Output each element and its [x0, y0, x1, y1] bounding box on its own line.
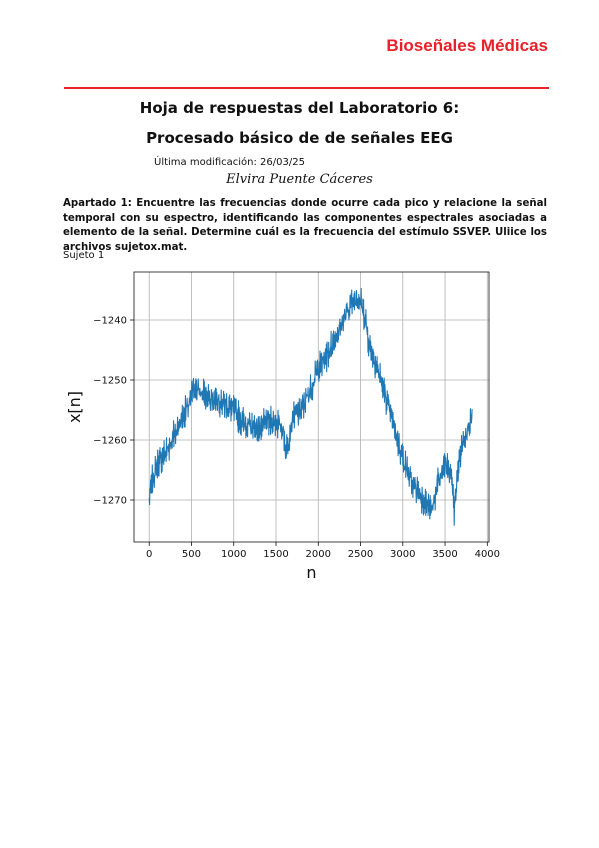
question-text: Apartado 1: Encuentre las frecuencias do…	[63, 198, 547, 253]
x-tick-label: 3000	[390, 549, 415, 560]
chart-plot-area	[148, 287, 473, 526]
signal-line	[148, 287, 473, 526]
y-tick-label: −1250	[93, 376, 127, 387]
subject-label: Sujeto 1	[63, 250, 105, 261]
x-tick-label: 500	[182, 549, 201, 560]
x-tick-label: 2500	[348, 549, 373, 560]
x-tick-label: 1500	[263, 549, 288, 560]
x-tick-label: 1000	[221, 549, 246, 560]
document-title-line2: Procesado básico de de señales EEG	[146, 129, 453, 147]
header-title: Bioseñales Médicas	[386, 36, 548, 55]
last-modified: Última modificación: 26/03/25	[154, 157, 305, 168]
chart-frame	[133, 271, 490, 543]
document-title-line1: Hoja de respuestas del Laboratorio 6:	[139, 99, 460, 117]
signal-chart: 0 500 1000 1500 2000 2500 3000 3500 4000 −1240 −12…	[65, 271, 500, 582]
x-axis-label: n	[306, 563, 316, 582]
y-tick-label: −1240	[93, 316, 127, 327]
y-tick-label: −1270	[93, 496, 127, 507]
chart-ticks: 0 500 1000 1500 2000 2500 3000 3500 4000 −1240 −12…	[93, 316, 500, 561]
x-tick-label: 3500	[432, 549, 457, 560]
x-tick-label: 2000	[306, 549, 331, 560]
x-tick-label: 4000	[475, 549, 500, 560]
y-tick-label: −1260	[93, 436, 127, 447]
y-axis-label: x[n]	[65, 391, 84, 423]
author-name: Elvira Puente Cáceres	[226, 172, 373, 187]
x-tick-label: 0	[146, 549, 152, 560]
header-divider	[64, 87, 549, 89]
